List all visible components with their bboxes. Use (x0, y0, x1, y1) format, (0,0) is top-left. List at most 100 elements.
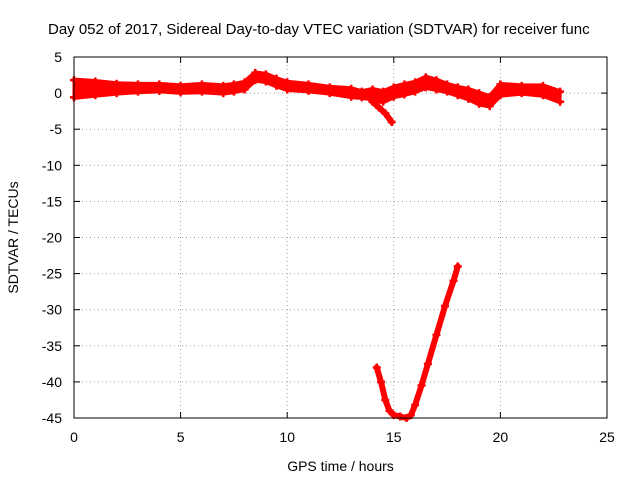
data-point (449, 276, 458, 285)
data-point (379, 87, 388, 96)
data-point (261, 70, 270, 79)
y-tick-label: -20 (42, 230, 62, 246)
x-tick-label: 5 (177, 429, 185, 445)
data-point (453, 83, 462, 92)
data-point (496, 80, 505, 89)
y-axis-label: SDTVAR / TECUs (5, 181, 21, 293)
data-point (389, 92, 398, 101)
data-point (251, 76, 260, 85)
x-axis-label: GPS time / hours (287, 458, 394, 474)
data-point (372, 363, 381, 372)
series-descending-branch (369, 98, 395, 125)
data-point (272, 81, 281, 90)
data-point (400, 80, 409, 89)
x-tick-label: 15 (386, 429, 402, 445)
data-point (155, 86, 164, 95)
data-point (475, 89, 484, 98)
data-point (381, 109, 390, 118)
data-point (133, 87, 142, 96)
data-point (411, 87, 420, 96)
data-point (197, 80, 206, 89)
data-point (475, 99, 484, 108)
x-tick-label: 20 (493, 429, 509, 445)
data-series (70, 68, 565, 422)
data-point (556, 97, 565, 106)
data-point (112, 89, 121, 98)
data-point (325, 89, 334, 98)
y-tick-label: -35 (42, 338, 62, 354)
data-point (464, 94, 473, 103)
y-tick-label: -25 (42, 266, 62, 282)
data-point (432, 330, 441, 339)
data-point (387, 117, 396, 126)
axis-ticks: 0 5 10 15 20 25 5 0 -5 -10 -15 -20 -25 -30 -35 -40 -45 (42, 49, 615, 445)
data-point (379, 97, 388, 106)
data-point (423, 359, 432, 368)
data-point (556, 87, 565, 96)
data-point (357, 93, 366, 102)
data-point (368, 85, 377, 94)
x-tick-label: 10 (279, 429, 295, 445)
gridlines (74, 57, 607, 418)
data-point (381, 395, 390, 404)
data-point (261, 77, 270, 86)
data-point (240, 78, 249, 87)
data-point (485, 102, 494, 111)
x-tick-label: 25 (599, 429, 615, 445)
data-point (389, 83, 398, 92)
series-dip-arc (373, 263, 461, 421)
plot-frame (73, 56, 608, 419)
data-point (421, 83, 430, 92)
data-point (432, 76, 441, 85)
data-point (517, 81, 526, 90)
data-point (229, 87, 238, 96)
y-tick-label: -40 (42, 374, 62, 390)
data-point (240, 85, 249, 94)
data-point (385, 406, 394, 415)
data-point (417, 381, 426, 390)
data-point (347, 84, 356, 93)
data-point (133, 80, 142, 89)
series-upper-envelope (71, 70, 563, 100)
y-tick-label: -10 (42, 157, 62, 173)
data-point (496, 91, 505, 100)
data-point (229, 80, 238, 89)
chart-title: Day 052 of 2017, Sidereal Day-to-day VTE… (48, 21, 590, 38)
data-point (400, 90, 409, 99)
data-point (272, 74, 281, 83)
data-point (539, 81, 548, 90)
data-point (396, 412, 405, 421)
data-point (176, 88, 185, 97)
data-point (539, 91, 548, 100)
data-point (219, 89, 228, 98)
y-tick-label: -15 (42, 193, 62, 209)
data-point (283, 85, 292, 94)
y-tick-label: -5 (50, 121, 63, 137)
y-tick-label: -30 (42, 302, 62, 318)
data-point (368, 97, 377, 106)
data-point (304, 86, 313, 95)
data-point (485, 92, 494, 101)
data-point (411, 78, 420, 87)
data-point (411, 401, 420, 410)
series-lower-envelope (71, 77, 563, 109)
data-point (440, 302, 449, 311)
data-point (374, 103, 383, 112)
data-point (453, 262, 462, 271)
data-point (377, 377, 386, 386)
data-point (91, 77, 100, 86)
data-point (197, 87, 206, 96)
data-point (421, 73, 430, 82)
x-tick-label: 0 (70, 429, 78, 445)
data-point (219, 81, 228, 90)
data-point (453, 91, 462, 100)
y-tick-label: 0 (54, 85, 62, 101)
data-point (443, 80, 452, 89)
data-point (91, 91, 100, 100)
data-point (283, 78, 292, 87)
data-point (432, 85, 441, 94)
y-tick-label: -45 (42, 410, 62, 426)
y-tick-label: 5 (54, 49, 62, 65)
data-point (347, 92, 356, 101)
